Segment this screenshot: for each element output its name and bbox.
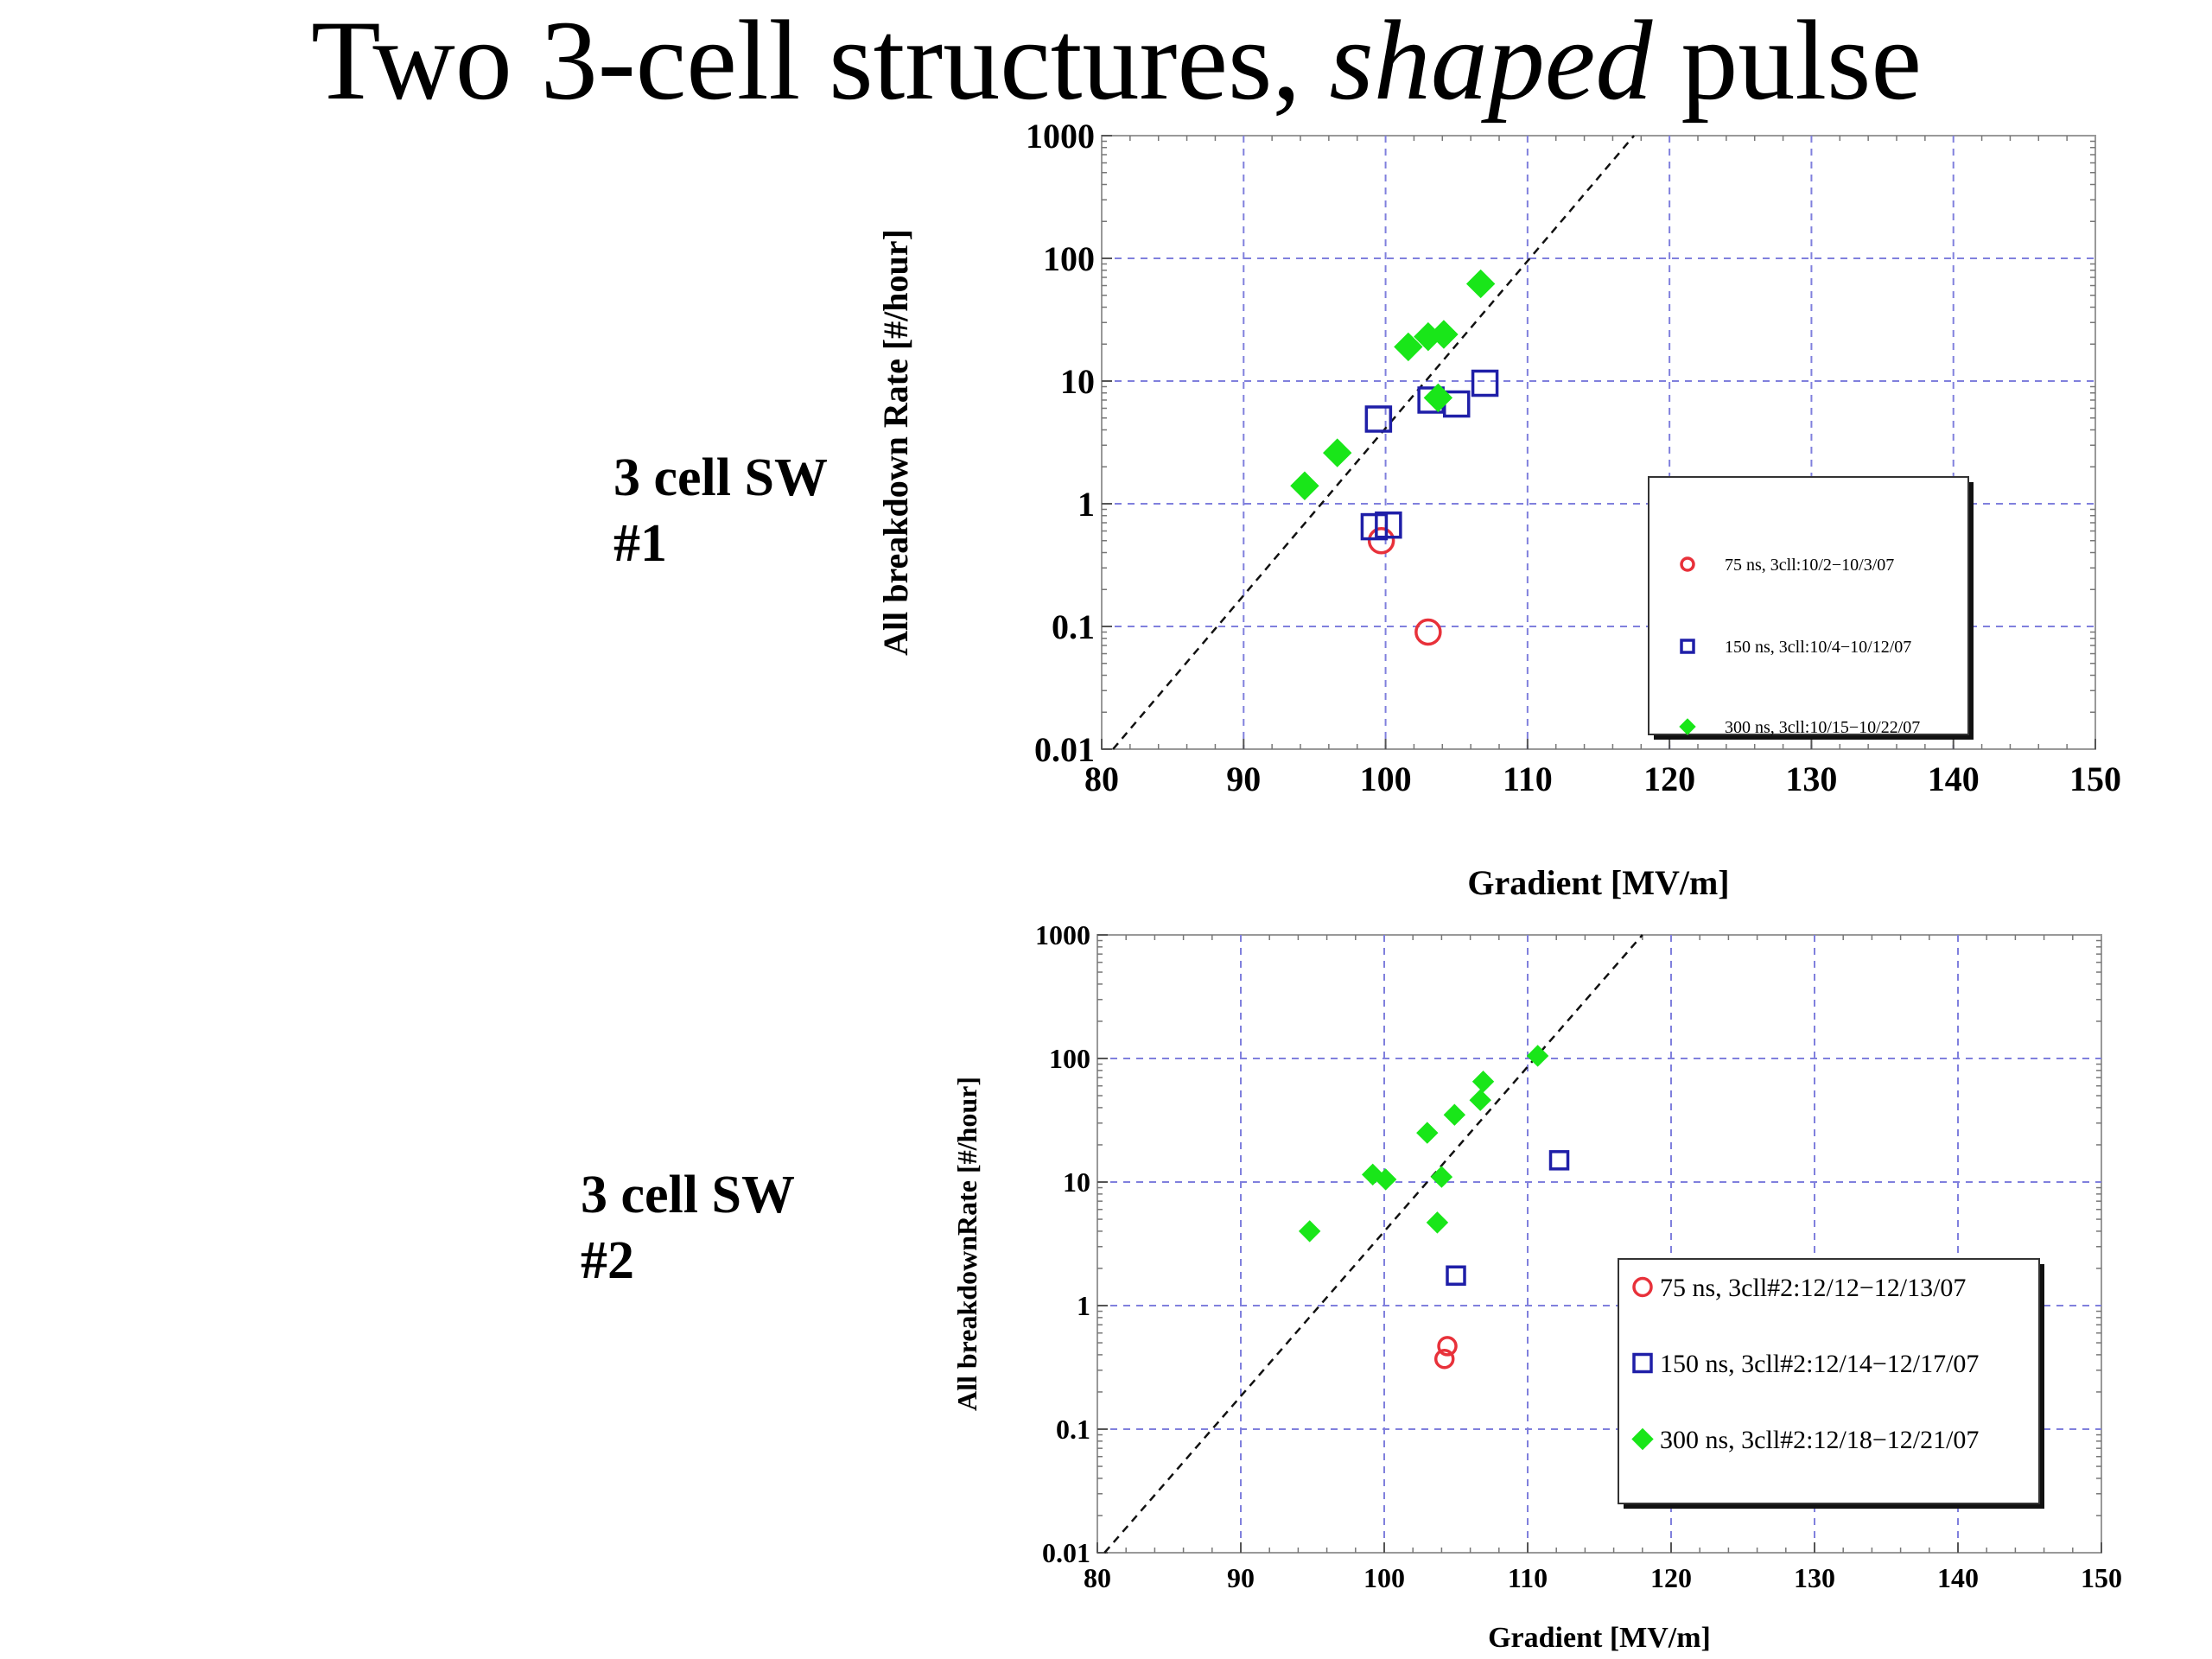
chart2-xtick-label: 130 [1794, 1562, 1835, 1593]
chart2-ytick-label: 10 [1063, 1166, 1090, 1198]
chart2-ytick-label: 0.01 [1042, 1537, 1090, 1568]
chart2-legend-entry-1: 75 ns, 3cll#2:12/12−12/13/07 [1660, 1274, 1966, 1302]
chart2-legend-marker-1 [1632, 1276, 1653, 1298]
chart1-series2-point [1364, 405, 1393, 433]
chart2-series2-point [1548, 1150, 1570, 1171]
chart1-legend-entry-1: 75 ns, 3cll:10/2−10/3/07 [1725, 556, 1894, 575]
chart1-series3-point [1394, 332, 1423, 362]
title-prefix: Two 3-cell structures, [311, 0, 1330, 124]
chart1-series2-point [1375, 511, 1402, 539]
chart2-series3-point [1443, 1103, 1466, 1126]
chart1-series2-point [1471, 369, 1499, 397]
chart1-series3-point [1465, 269, 1496, 299]
chart2-xtick-label: 90 [1227, 1562, 1255, 1593]
structure-label-1: 3 cell SW #1 [613, 445, 828, 576]
chart1-ytick-label: 0.1 [1052, 607, 1095, 646]
chart2-xtick-label: 150 [2081, 1562, 2122, 1593]
chart1-series3-point [1423, 383, 1453, 413]
chart2-series3-point [1469, 1089, 1491, 1111]
chart2-xtick-label: 140 [1937, 1562, 1979, 1593]
chart1-xtick-label: 90 [1226, 760, 1261, 798]
chart1-series3-point [1429, 320, 1459, 349]
chart1-ytick-label: 1 [1077, 485, 1095, 524]
chart2-xtick-label: 110 [1508, 1562, 1548, 1593]
chart1-legend-entry-2: 150 ns, 3cll:10/4−10/12/07 [1725, 638, 1911, 657]
chart1-ytick-label: 0.01 [1034, 730, 1095, 769]
chart1-series1-point [1367, 526, 1395, 555]
chart2-y-axis-label: All breakdownRate [#/hour] [951, 1077, 982, 1411]
chart1-series3-point [1323, 438, 1352, 467]
chart1-legend-entry-3: 300 ns, 3cll:10/15−10/22/07 [1725, 718, 1920, 737]
chart2-xtick-label: 100 [1363, 1562, 1405, 1593]
structure-label-1-line1: 3 cell SW [613, 448, 828, 507]
chart2-legend-marker-3 [1631, 1427, 1654, 1451]
chart2-series3-point [1298, 1220, 1321, 1243]
chart2-series3-point [1430, 1166, 1453, 1188]
chart2-legend-entry-2: 150 ns, 3cll#2:12/14−12/17/07 [1660, 1350, 1979, 1378]
chart2-ytick-label: 1 [1077, 1290, 1090, 1321]
chart2-xtick-label: 120 [1650, 1562, 1692, 1593]
chart1-legend-marker-1 [1680, 556, 1695, 572]
chart1-legend-marker-2 [1680, 639, 1695, 654]
structure-label-2-line1: 3 cell SW [581, 1166, 795, 1224]
chart1-y-axis-label: All breakdown Rate [#/hour] [876, 229, 915, 656]
chart2-xtick-label: 80 [1084, 1562, 1111, 1593]
chart1-xtick-label: 140 [1928, 760, 1980, 798]
chart1-ytick-label: 1000 [1026, 117, 1095, 156]
chart1-series3-point [1290, 471, 1319, 500]
chart2-reference-line [1103, 934, 1643, 1554]
chart2-ytick-label: 0.1 [1056, 1414, 1090, 1445]
title-emphasis: shaped [1329, 0, 1653, 124]
chart2-x-axis-label: Gradient [MV/m] [1488, 1622, 1711, 1654]
chart2-legend-marker-2 [1632, 1352, 1653, 1374]
chart1-series1-point [1414, 618, 1442, 646]
structure-label-2: 3 cell SW #2 [581, 1162, 795, 1294]
chart1-legend-marker-3 [1679, 718, 1696, 735]
chart2-ytick-label: 1000 [1035, 919, 1090, 950]
slide-title: Two 3-cell structures, shaped pulse [311, 0, 2143, 121]
chart2-legend-entry-3: 300 ns, 3cll#2:12/18−12/21/07 [1660, 1426, 1979, 1454]
chart2-series1-point [1437, 1336, 1458, 1357]
chart1-xtick-label: 110 [1503, 760, 1553, 798]
chart2-legend-box [1618, 1258, 2040, 1504]
chart1-legend-box [1648, 476, 1969, 735]
chart1-xtick-label: 130 [1785, 760, 1837, 798]
title-suffix: pulse [1652, 0, 1923, 124]
chart2-series3-point [1526, 1045, 1549, 1067]
chart1-plot-frame [1101, 135, 2096, 750]
chart1-ytick-label: 100 [1043, 239, 1095, 278]
chart1-xtick-label: 80 [1084, 760, 1119, 798]
chart1-ytick-label: 10 [1060, 362, 1095, 401]
chart1-xtick-label: 150 [2069, 760, 2121, 798]
chart1-x-axis-label: Gradient [MV/m] [1467, 863, 1729, 902]
chart2-series3-point [1416, 1122, 1439, 1144]
chart1-series2-point [1360, 512, 1389, 541]
chart2-series3-point [1471, 1071, 1495, 1093]
chart2-ytick-label: 100 [1049, 1043, 1090, 1074]
chart2-plot-frame [1096, 934, 2102, 1554]
chart1-reference-line [1112, 135, 1636, 750]
chart1-xtick-label: 100 [1360, 760, 1412, 798]
chart2-series2-point [1446, 1265, 1466, 1286]
chart2-series1-point [1433, 1348, 1455, 1370]
structure-label-2-line2: #2 [581, 1231, 634, 1290]
chart1-xtick-label: 120 [1643, 760, 1695, 798]
chart2-series3-point [1426, 1211, 1449, 1234]
chart2-series3-point [1374, 1168, 1397, 1191]
structure-label-1-line2: #1 [613, 514, 667, 573]
